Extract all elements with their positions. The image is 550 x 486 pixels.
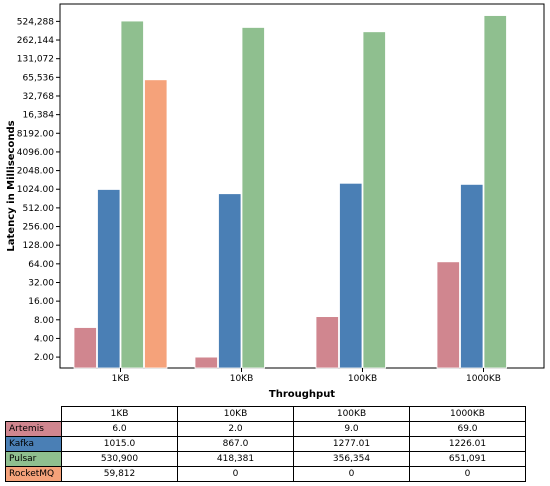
table-row: Pulsar 530,900 418,381 356,354 651,091 <box>5 451 526 467</box>
x-tick-label: 100KB <box>348 374 377 384</box>
x-tick-label: 1000KB <box>466 374 501 384</box>
y-tick-label: 32.00 <box>28 278 54 288</box>
y-tick-label: 64.00 <box>28 260 54 270</box>
table-cell: 0 <box>409 466 526 482</box>
data-table: 1KB 10KB 100KB 1000KB Artemis 6.0 2.0 9.0 69.0 Ka… <box>5 406 526 482</box>
y-tick-label: 16,384 <box>23 111 55 121</box>
bar-kafka-1000kb <box>460 183 484 369</box>
bar-artemis-1000kb <box>436 261 460 369</box>
y-tick-label: 8192.00 <box>17 129 54 139</box>
bar-pulsar-1kb <box>120 20 144 369</box>
y-tick-label: 65,536 <box>23 73 55 83</box>
table-cell: 69.0 <box>409 421 526 437</box>
bar-kafka-10kb <box>218 193 242 369</box>
y-tick-label: 256.00 <box>23 223 55 233</box>
y-tick-label: 131,072 <box>17 55 54 65</box>
bar-kafka-100kb <box>339 182 363 369</box>
x-tick-label: 1KB <box>112 374 130 384</box>
table-cell: 867.0 <box>177 436 294 452</box>
bar-pulsar-10kb <box>241 27 265 369</box>
table-cell: 1015.0 <box>61 436 178 452</box>
y-tick-label: 2.00 <box>34 353 54 363</box>
table-cell: 356,354 <box>293 451 410 467</box>
table-cell: 1226.01 <box>409 436 526 452</box>
y-tick-label: 4096.00 <box>17 148 54 158</box>
table-cell: 0 <box>177 466 294 482</box>
table-row-label: Kafka <box>5 436 62 452</box>
y-axis-ticks: 2.00 4.00 8.00 16.00 32.00 64.00 128.00 256.00 5… <box>17 17 60 363</box>
bar-artemis-10kb <box>194 356 218 369</box>
table-cell: 651,091 <box>409 451 526 467</box>
table-cell: 59,812 <box>61 466 178 482</box>
bar-artemis-100kb <box>315 316 339 369</box>
table-cell: 0 <box>293 466 410 482</box>
table-row: RocketMQ 59,812 0 0 0 <box>5 466 526 482</box>
table-row-label: RocketMQ <box>5 466 62 482</box>
table-cell: 6.0 <box>61 421 178 437</box>
table-cell: 530,900 <box>61 451 178 467</box>
table-corner <box>6 407 62 422</box>
y-axis-title: Latency in Milliseconds <box>6 120 17 251</box>
table-row-label: Pulsar <box>5 451 62 467</box>
table-column-header: 10KB <box>177 406 294 422</box>
table-row: Artemis 6.0 2.0 9.0 69.0 <box>5 421 526 437</box>
y-tick-label: 524,288 <box>17 17 54 27</box>
bar-pulsar-1000kb <box>483 15 507 369</box>
table-cell: 2.0 <box>177 421 294 437</box>
y-tick-label: 2048.00 <box>17 167 54 177</box>
table-column-header: 100KB <box>293 406 410 422</box>
bar-artemis-1kb <box>73 327 97 369</box>
y-tick-label: 8.00 <box>34 316 54 326</box>
table-cell: 418,381 <box>177 451 294 467</box>
y-tick-label: 16.00 <box>28 297 54 307</box>
y-tick-label: 1024.00 <box>17 185 54 195</box>
table-row: Kafka 1015.0 867.0 1277.01 1226.01 <box>5 436 526 452</box>
table-header-row: 1KB 10KB 100KB 1000KB <box>6 406 526 422</box>
x-tick-label: 10KB <box>230 374 254 384</box>
latency-bar-chart: 2.00 4.00 8.00 16.00 32.00 64.00 128.00 256.00 5… <box>6 3 545 400</box>
table-cell: 9.0 <box>293 421 410 437</box>
bars <box>73 15 507 369</box>
x-axis-ticks: 1KB 10KB 100KB 1000KB <box>112 368 501 384</box>
bar-rocketmq-1kb <box>144 79 168 369</box>
y-tick-label: 512.00 <box>23 204 55 214</box>
table-column-header: 1KB <box>61 406 178 422</box>
y-tick-label: 128.00 <box>23 241 55 251</box>
plot-area <box>59 3 545 369</box>
x-axis-title: Throughput <box>269 389 335 400</box>
table-cell: 1277.01 <box>293 436 410 452</box>
y-tick-label: 4.00 <box>34 334 54 344</box>
bar-kafka-1kb <box>97 189 121 369</box>
table-column-header: 1000KB <box>409 406 526 422</box>
y-tick-label: 262,144 <box>17 36 54 46</box>
bar-pulsar-100kb <box>362 31 386 369</box>
table-row-label: Artemis <box>5 421 62 437</box>
y-tick-label: 32,768 <box>23 92 55 102</box>
